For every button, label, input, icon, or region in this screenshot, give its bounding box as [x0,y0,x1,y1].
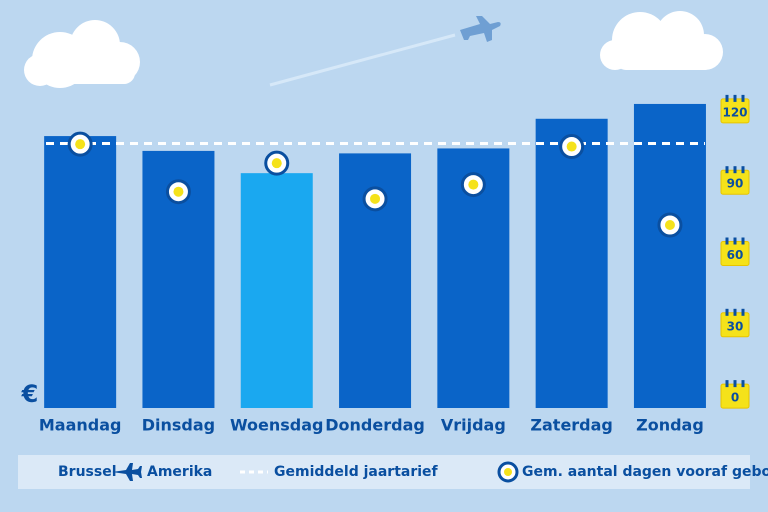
x-tick-label: Zondag [636,416,704,435]
calendar-ring [741,94,745,102]
bar [633,103,706,408]
calendar-ring [725,237,729,245]
x-tick-label: Dinsdag [142,416,215,435]
booking-dot-core [75,139,86,150]
booking-dot-core [370,193,381,204]
bar [44,136,117,408]
currency-label: € [21,380,39,408]
y2-tick-label: 30 [727,319,744,333]
x-tick-label: Zaterdag [530,416,613,435]
calendar-ring [741,308,745,316]
booking-dot-core [468,179,479,190]
legend-plane [112,463,142,481]
legend-dot-core [504,468,512,476]
y2-tick-label: 0 [731,391,739,405]
calendar-ring [733,380,737,388]
y2-tick-label: 90 [727,177,744,191]
contrail [269,33,456,87]
x-tick-label: Woensdag [230,416,324,435]
booking-dot-core [664,219,675,230]
booking-dot-core [271,158,282,169]
booking-dot-core [566,141,577,152]
x-tick-label: Maandag [39,416,122,435]
calendar-ring [733,308,737,316]
calendar-ring [725,94,729,102]
x-tick-label: Vrijdag [441,416,506,435]
x-tick-label: Donderdag [325,416,425,435]
calendar-ring [733,166,737,174]
legend-origin: Brussel [58,464,117,480]
y2-tick-label: 120 [722,105,747,119]
calendar-ring [733,94,737,102]
legend-average: Gemiddeld jaartarief [274,464,439,480]
calendar-ring [741,380,745,388]
calendar-ring [725,308,729,316]
legend-destination: Amerika [147,464,212,480]
calendar-ring [725,166,729,174]
y2-tick-label: 60 [727,248,744,262]
calendar-ring [741,166,745,174]
bar [535,118,608,408]
booking-dot-core [173,186,184,197]
clouds [24,11,723,88]
legend-dots: Gem. aantal dagen vooraf geboekt [522,464,768,480]
bar [240,173,313,408]
plane-icon [460,16,501,42]
calendar-ring [725,380,729,388]
calendar-ring [741,237,745,245]
calendar-ring [733,237,737,245]
